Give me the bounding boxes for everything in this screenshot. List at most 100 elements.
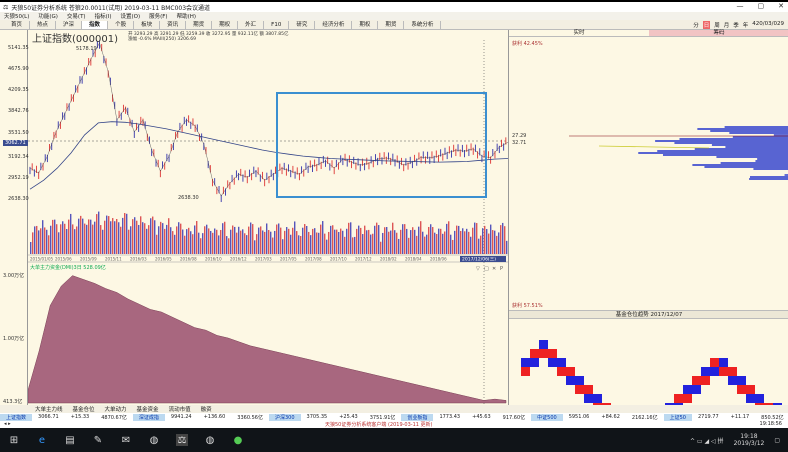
indicator-tab[interactable]: 基金仓位	[72, 407, 95, 413]
volume-bar	[488, 233, 490, 254]
volume-bar	[250, 222, 252, 254]
close-button[interactable]: ✕	[778, 2, 784, 10]
volume-bar	[178, 222, 180, 254]
pane-control-button[interactable]: ▽	[476, 266, 480, 272]
indicator-tab[interactable]: 大单动力	[104, 407, 127, 413]
tab-realtime[interactable]: 实时	[509, 30, 649, 37]
period-button[interactable]: 420/03/029	[752, 21, 784, 27]
volume-bar	[314, 228, 316, 254]
volume-bar	[332, 225, 334, 254]
ticker-item[interactable]: 上证指数	[0, 413, 33, 421]
tab-item[interactable]: 首页	[4, 20, 31, 29]
tab-item[interactable]: 热点	[30, 20, 57, 29]
period-button[interactable]: 分	[693, 23, 699, 29]
tab-item[interactable]: 经济分析	[315, 20, 353, 29]
volume-bar	[146, 228, 148, 254]
mail-icon[interactable]: ✉	[121, 434, 131, 446]
tab-chips[interactable]: 筹码	[649, 30, 788, 37]
period-button[interactable]: 年	[742, 23, 749, 29]
tab-item[interactable]: 期货	[378, 20, 405, 29]
edge-icon[interactable]: e	[38, 434, 46, 446]
menu-item[interactable]: 交易(T)	[66, 14, 86, 20]
app-icon[interactable]: ◍	[149, 434, 159, 446]
volume-bar	[472, 227, 474, 254]
ticker-item[interactable]: 中证500	[531, 413, 563, 421]
app-icon[interactable]: ✎	[93, 434, 103, 446]
tab-item[interactable]: 期权	[212, 20, 239, 29]
notification-icon[interactable]: ▢	[774, 436, 780, 444]
stock-app-icon[interactable]: ⚖	[176, 434, 188, 446]
file-explorer-icon[interactable]: ▤	[65, 434, 75, 446]
pane-control-button[interactable]: P	[500, 266, 503, 272]
menu-item[interactable]: 功能(G)	[38, 14, 58, 20]
fund-trend-cell	[575, 376, 584, 385]
kline-chart[interactable]: 5178.19 2638.30 2015/01/05 2015/06 2015/09 20…	[28, 30, 508, 405]
tab-item[interactable]: 研究	[289, 20, 316, 29]
tab-item[interactable]: 外汇	[238, 20, 265, 29]
fund-flow-area	[28, 275, 507, 404]
tab-item[interactable]: 个股	[108, 20, 135, 29]
menu-item[interactable]: 设置(O)	[120, 14, 141, 20]
chart-info-2: 涨幅 -0.6% MAIII(250) 3206.69	[128, 37, 196, 42]
tab-item[interactable]: 系统分析	[404, 20, 442, 29]
wechat-icon[interactable]: ●	[233, 434, 243, 446]
tab-item[interactable]: 资讯	[160, 20, 187, 29]
volume-bar	[58, 232, 60, 254]
volume-bar	[428, 226, 430, 254]
volume-bar	[82, 218, 84, 254]
indicator-tab[interactable]: 基金资金	[136, 407, 159, 413]
volume-bar	[500, 225, 502, 254]
ticker-item: 9941.24	[170, 414, 192, 420]
pane-control-button[interactable]: □	[484, 266, 489, 272]
tab-item[interactable]: F10	[264, 20, 290, 29]
pane-control-button[interactable]: ✕	[492, 266, 496, 272]
volume-bar	[446, 223, 448, 254]
period-button[interactable]: 季	[733, 23, 739, 29]
volume-bar	[494, 230, 496, 254]
windows-start-icon[interactable]: ⊞	[9, 434, 19, 446]
indicator-tab[interactable]: 融资	[200, 407, 212, 413]
volume-bar	[298, 235, 300, 254]
indicator-tab[interactable]: 大单主力线	[35, 407, 63, 413]
nav-arrows[interactable]: ◂ ▸	[4, 421, 11, 427]
menu-item[interactable]: 天狼50(L)	[4, 14, 30, 20]
menu-item[interactable]: 服务(F)	[149, 14, 168, 20]
volume-bar	[130, 226, 132, 254]
tab-item[interactable]: 指数	[82, 20, 109, 29]
volume-bar	[254, 240, 256, 254]
highlight-box	[276, 92, 487, 198]
ticker-item[interactable]: 创业板指	[401, 413, 434, 421]
volume-bar	[220, 229, 222, 254]
tray-icons[interactable]: ^ ▭ ◢ ◁ 拼	[690, 437, 724, 445]
period-button[interactable]: 月	[723, 23, 730, 29]
window-title: 天狼50证券分析系统 苍狼20.0011(试用) 2019-03-11 BMC0…	[11, 4, 211, 12]
app-icon[interactable]: ◍	[205, 434, 215, 446]
period-button[interactable]: 周	[714, 23, 720, 29]
volume-bar	[400, 229, 402, 254]
tab-item[interactable]: 沪深	[56, 20, 83, 29]
ticker-item[interactable]: 深证成指	[132, 413, 165, 421]
volume-bar	[406, 228, 408, 254]
volume-bar	[404, 224, 406, 254]
tab-item[interactable]: 板块	[134, 20, 161, 29]
volume-bar	[304, 224, 306, 254]
tab-item[interactable]: 期权	[352, 20, 379, 29]
tab-bar: 首页 热点 沪深 指数 个股 板块 资讯 期货 期权 外汇 F10 研究 经济分析 期权 期货 系统分析分日周…	[0, 20, 788, 30]
fund-trend-cell	[728, 376, 737, 385]
indicator-tab[interactable]: 流动市值	[168, 407, 191, 413]
volume-bar	[84, 223, 86, 254]
current-price-label: 3062.71	[3, 140, 28, 146]
menu-item[interactable]: 帮助(H)	[176, 14, 197, 20]
ticker-item: 3066.71	[38, 414, 59, 420]
menu-item[interactable]: 指标(I)	[94, 14, 112, 20]
volume-bar	[420, 221, 422, 254]
ticker-item[interactable]: 上证50	[663, 413, 692, 421]
maximize-button[interactable]: ▢	[757, 2, 765, 10]
volume-bar	[112, 218, 114, 254]
ticker-item[interactable]: 沪深300	[268, 413, 301, 421]
minimize-button[interactable]: —	[736, 2, 744, 10]
period-button[interactable]: 日	[702, 21, 711, 29]
tab-item[interactable]: 期货	[186, 20, 213, 29]
date-label: 2017/10	[330, 257, 347, 262]
volume-bar	[478, 238, 480, 254]
